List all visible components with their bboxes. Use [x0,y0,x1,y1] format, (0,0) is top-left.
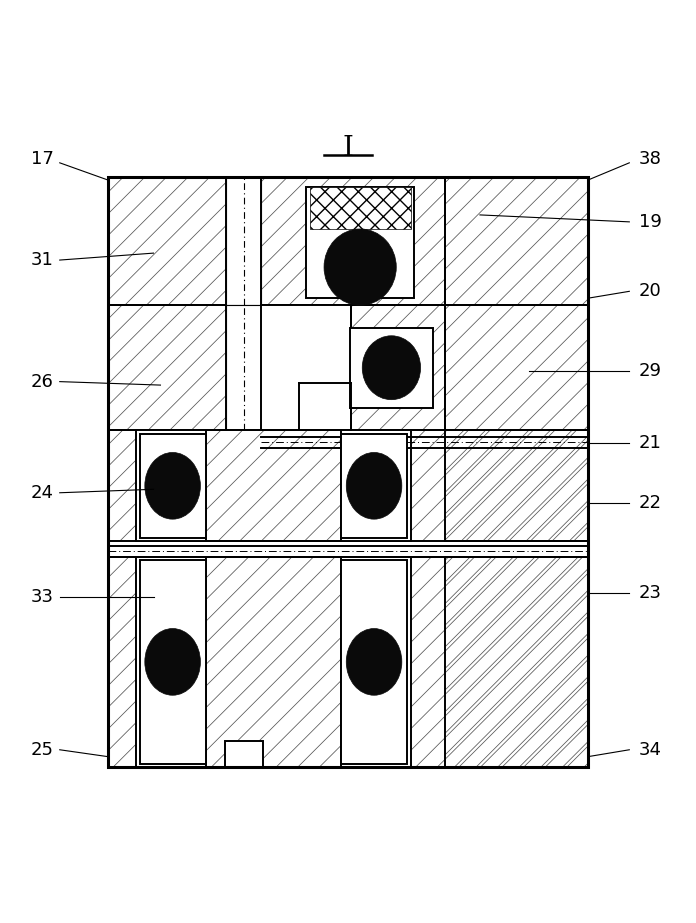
Bar [349,328,433,408]
Bar [225,741,263,767]
Bar [136,430,411,542]
Bar [341,434,407,538]
Bar [140,560,205,763]
Bar [226,176,261,306]
Bar [205,557,341,767]
Bar [205,430,341,542]
Text: 20: 20 [639,282,661,300]
Text: 22: 22 [639,494,662,512]
Bar [445,306,587,430]
Bar [109,176,226,306]
Bar [445,430,587,542]
Text: 38: 38 [639,150,662,168]
Text: 29: 29 [639,362,662,380]
Bar [310,187,411,229]
Text: 21: 21 [639,434,662,451]
Bar [445,557,587,767]
Ellipse shape [347,629,402,695]
Text: 34: 34 [639,741,662,759]
Bar [109,306,226,430]
Text: I: I [342,135,354,162]
Bar [226,306,261,430]
Bar [109,176,587,767]
Text: 19: 19 [639,213,662,231]
Ellipse shape [324,229,396,306]
Bar [109,430,587,542]
Bar [351,306,445,430]
Text: 33: 33 [31,588,54,605]
Bar [140,434,205,538]
Bar [109,557,587,767]
Text: 17: 17 [31,150,54,168]
Bar [306,187,414,298]
Text: 23: 23 [639,584,662,603]
Ellipse shape [145,629,200,695]
Text: 25: 25 [31,741,54,759]
Ellipse shape [145,452,200,519]
Bar [136,557,411,767]
Text: 31: 31 [31,251,54,270]
Bar [261,176,445,306]
Bar [341,560,407,763]
Text: 26: 26 [31,373,54,390]
Ellipse shape [362,336,420,400]
Bar [261,306,351,430]
Bar [445,176,587,306]
Ellipse shape [347,452,402,519]
Text: 24: 24 [31,484,54,502]
